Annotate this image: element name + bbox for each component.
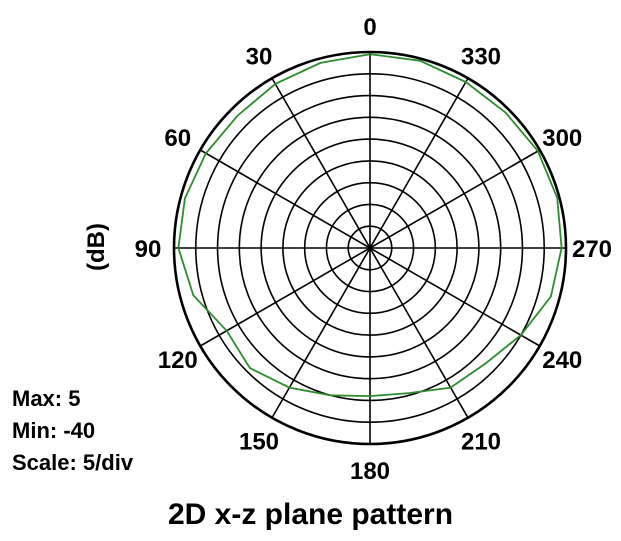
angle-tick-240: 240 (542, 347, 582, 374)
angle-tick-30: 30 (246, 44, 273, 71)
y-axis-label: (dB) (83, 223, 110, 271)
angle-tick-300: 300 (542, 125, 582, 152)
angle-tick-330: 330 (461, 44, 501, 71)
angle-tick-0: 0 (363, 14, 376, 41)
series-layer (177, 53, 563, 398)
chart-title: 2D x-z plane pattern (167, 498, 454, 531)
angle-tick-150: 150 (239, 428, 279, 455)
polar-grid (172, 50, 568, 446)
angle-tick-180: 180 (350, 458, 390, 485)
max-label: Max: 5 (12, 386, 81, 411)
angle-tick-270: 270 (572, 236, 612, 263)
grid-spoke (271, 77, 469, 419)
angle-tick-60: 60 (164, 125, 191, 152)
scale-label: Scale: 5/div (12, 450, 134, 475)
series-line-0 (177, 53, 563, 398)
min-label: Min: -40 (12, 418, 96, 443)
angle-tick-120: 120 (158, 347, 198, 374)
angle-tick-labels: 0 30 60 90 120 150 180 210 240 270 300 330 (135, 14, 612, 485)
angle-tick-90: 90 (135, 236, 162, 263)
angle-tick-210: 210 (461, 428, 501, 455)
